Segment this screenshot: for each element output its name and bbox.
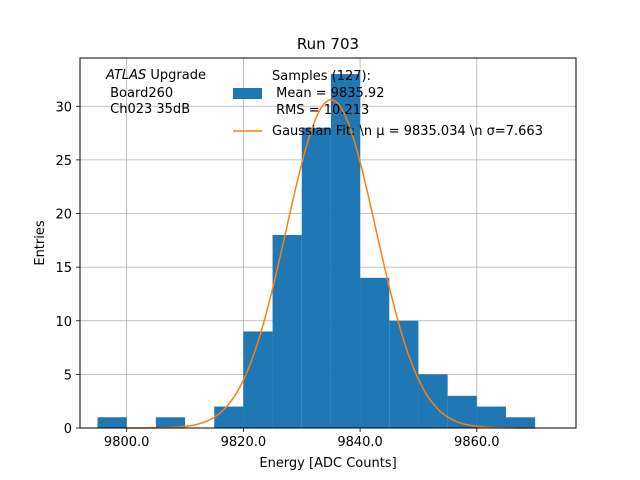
- y-tick-label: 15: [55, 261, 72, 276]
- board-label: Board260: [106, 86, 173, 101]
- y-tick-label: 30: [55, 100, 72, 115]
- y-axis-label: Entries: [33, 220, 48, 266]
- histogram-bar: [505, 417, 536, 428]
- histogram-bar: [214, 406, 244, 428]
- channel-label: Ch023 35dB: [106, 102, 190, 117]
- y-tick-label: 0: [64, 422, 72, 437]
- y-axis-ticks: 0 5 10 15 20 25 30: [55, 100, 80, 437]
- histogram-bar: [476, 406, 506, 428]
- gaussian-fit: [126, 99, 536, 429]
- histogram-bar: [418, 374, 448, 428]
- x-tick-label: 9800.0: [104, 435, 150, 450]
- fit-curve: [126, 99, 536, 429]
- y-tick-label: 25: [55, 154, 72, 169]
- plot-frame: [79, 57, 577, 429]
- legend: Samples (127): Mean = 9835.92 RMS = 10.2…: [233, 69, 543, 139]
- legend-hist-line-1: Samples (127):: [272, 69, 371, 84]
- histogram-bar: [97, 417, 127, 428]
- legend-fit-label: Gaussian Fit: \n μ = 9835.034 \n σ=7.663: [272, 124, 543, 139]
- histogram-bar: [301, 127, 331, 428]
- histogram-bar: [155, 417, 186, 428]
- y-tick-label: 20: [55, 208, 72, 223]
- x-tick-label: 9820.0: [221, 435, 267, 450]
- atlas-annotation: ATLAS Upgrade Board260 Ch023 35dB: [105, 68, 206, 117]
- histogram-bar: [360, 277, 390, 428]
- atlas-label: ATLAS: [105, 68, 146, 83]
- x-tick-label: 9840.0: [337, 435, 383, 450]
- histogram-bar: [389, 320, 419, 428]
- x-axis-ticks: 9800.0 9820.0 9840.0 9860.0: [104, 428, 500, 450]
- x-axis-label: Energy [ADC Counts]: [259, 456, 396, 471]
- histogram-bar: [330, 74, 361, 428]
- histogram-bar: [272, 234, 302, 428]
- histogram-bar: [243, 331, 273, 428]
- svg-text:ATLAS Upgrade: ATLAS Upgrade: [105, 68, 206, 83]
- upgrade-label: Upgrade: [146, 68, 206, 83]
- y-tick-label: 10: [55, 315, 72, 330]
- legend-hist-line-3: RMS = 10.213: [272, 103, 369, 118]
- legend-hist-swatch: [233, 88, 262, 99]
- x-tick-label: 9860.0: [454, 435, 500, 450]
- histogram-bar: [447, 395, 477, 428]
- histogram-bars: [97, 74, 536, 428]
- y-tick-label: 5: [64, 368, 72, 383]
- chart-title: Run 703: [297, 35, 359, 53]
- legend-hist-line-2: Mean = 9835.92: [272, 86, 384, 101]
